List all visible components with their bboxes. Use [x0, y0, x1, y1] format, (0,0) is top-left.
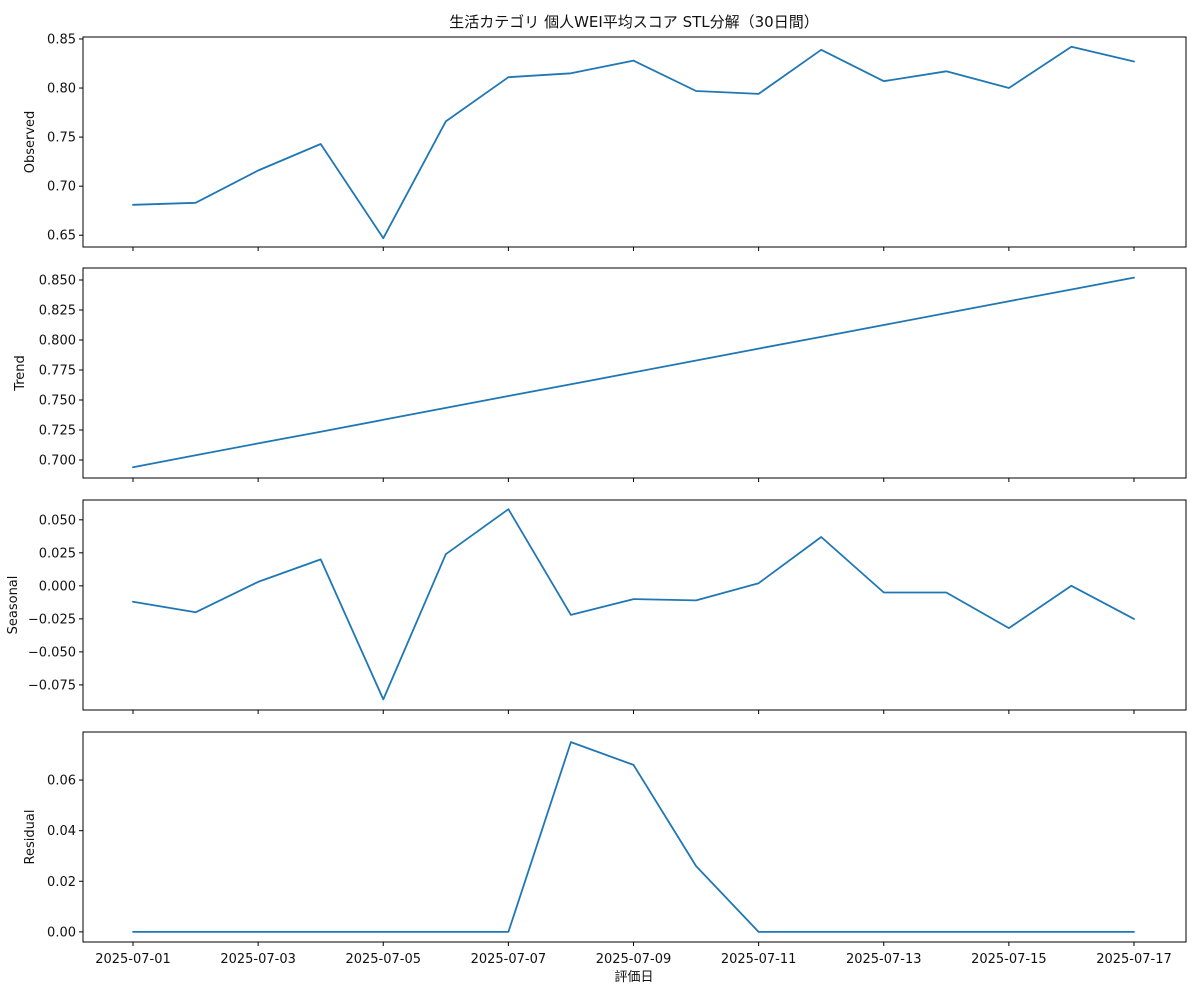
observed-series-line — [132, 45, 1135, 240]
seasonal-panel-frame — [82, 499, 1187, 711]
seasonal-series-line — [132, 508, 1135, 701]
observed-ytick-label: 0.85 — [47, 32, 76, 47]
x-tick-label: 2025-07-09 — [596, 952, 672, 967]
chart-title: 生活カテゴリ 個人WEI平均スコア STL分解（30日間） — [449, 13, 818, 31]
seasonal-ytick-label: 0.025 — [39, 546, 76, 561]
x-tick-label: 2025-07-01 — [95, 952, 171, 967]
residual-panel-frame — [82, 731, 1187, 943]
seasonal-ytick-label: −0.025 — [28, 612, 76, 627]
trend-ytick-label: 0.775 — [39, 364, 76, 379]
seasonal-ytick-label: −0.075 — [28, 678, 76, 693]
observed-ytick-label: 0.75 — [47, 131, 76, 146]
x-tick-label: 2025-07-13 — [846, 952, 922, 967]
trend-ytick-label: 0.700 — [39, 454, 76, 469]
trend-axis-label: Trend — [13, 355, 28, 392]
observed-ytick-label: 0.80 — [47, 82, 76, 97]
observed-ytick-label: 0.70 — [47, 180, 76, 195]
seasonal-axis-label: Seasonal — [6, 576, 21, 635]
seasonal-ytick-label: 0.050 — [39, 513, 76, 528]
residual-series-line — [132, 741, 1135, 933]
trend-series-line — [132, 276, 1135, 469]
observed-ytick-label: 0.65 — [47, 229, 76, 244]
trend-ytick-label: 0.800 — [39, 334, 76, 349]
residual-ytick-label: 0.02 — [47, 875, 76, 890]
trend-ytick-label: 0.825 — [39, 304, 76, 319]
observed-axis-label: Observed — [23, 111, 38, 174]
x-tick-label: 2025-07-05 — [345, 952, 421, 967]
x-tick-label: 2025-07-17 — [1096, 952, 1172, 967]
trend-ytick-label: 0.850 — [39, 274, 76, 289]
x-tick-label: 2025-07-15 — [971, 952, 1047, 967]
trend-ytick-label: 0.725 — [39, 424, 76, 439]
residual-ytick-label: 0.00 — [47, 925, 76, 940]
x-tick-label: 2025-07-03 — [220, 952, 296, 967]
residual-ytick-label: 0.06 — [47, 774, 76, 789]
x-tick-label: 2025-07-11 — [721, 952, 797, 967]
residual-axis-label: Residual — [23, 810, 38, 865]
residual-ytick-label: 0.04 — [47, 824, 76, 839]
trend-ytick-label: 0.750 — [39, 394, 76, 409]
seasonal-ytick-label: −0.050 — [28, 645, 76, 660]
x-tick-label: 2025-07-07 — [471, 952, 547, 967]
trend-panel-frame — [82, 267, 1187, 479]
seasonal-ytick-label: 0.000 — [39, 579, 76, 594]
observed-panel-frame — [82, 36, 1187, 248]
x-axis-label: 評価日 — [614, 970, 653, 985]
